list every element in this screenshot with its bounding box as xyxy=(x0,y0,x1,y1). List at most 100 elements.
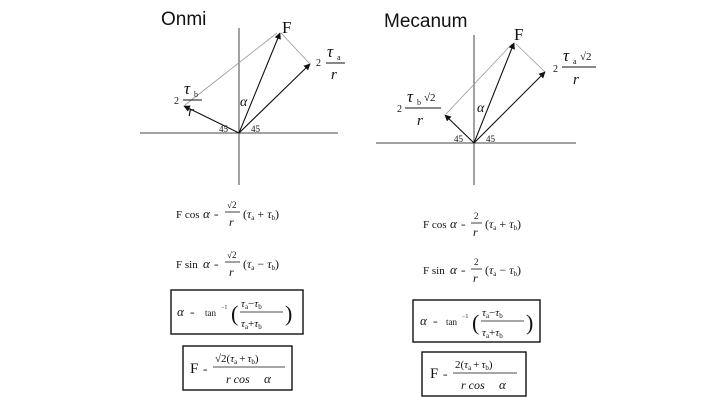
onmi-equation-force-box: F = √2(τa + τb) r cos α xyxy=(182,345,293,391)
svg-text:tan: tan xyxy=(205,308,216,318)
svg-text:a: a xyxy=(573,57,577,66)
svg-text:b: b xyxy=(194,90,198,99)
svg-text:2: 2 xyxy=(316,58,321,69)
onmi-vector-a-arrow xyxy=(238,63,311,134)
svg-text:): ) xyxy=(526,310,533,335)
svg-text:2: 2 xyxy=(474,211,479,221)
svg-text:(τa+τb): (τa + τb) xyxy=(243,207,279,222)
onmi-parallelogram-line-b xyxy=(280,32,311,65)
svg-text:−1: −1 xyxy=(221,305,227,311)
svg-text:α: α xyxy=(177,304,185,319)
svg-text:τ: τ xyxy=(563,46,570,65)
svg-text:=: = xyxy=(203,366,208,375)
mecanum-angle-left: 45 xyxy=(454,134,464,144)
onmi-force-label: F xyxy=(282,18,291,37)
onmi-vector-b-label: 2 τ b r xyxy=(174,79,202,120)
svg-text:r: r xyxy=(229,265,234,279)
mecanum-equation-sin: F sin α = 2 r (τa − τb) xyxy=(423,257,521,285)
svg-text:√2: √2 xyxy=(424,92,436,104)
svg-text:α: α xyxy=(450,216,458,231)
svg-text:F: F xyxy=(190,361,198,377)
svg-text:√2: √2 xyxy=(227,200,236,210)
svg-text:τ: τ xyxy=(184,79,191,98)
svg-text:=: = xyxy=(461,267,466,276)
mecanum-title: Mecanum xyxy=(384,11,467,32)
svg-text:=: = xyxy=(214,211,219,220)
svg-text:√2: √2 xyxy=(227,250,236,260)
onmi-angle-left: 45 xyxy=(219,124,229,134)
svg-text:(τa−τb): (τa − τb) xyxy=(243,257,279,272)
svg-text:√2(τa+τb): √2(τa + τb) xyxy=(215,353,259,366)
svg-text:tan: tan xyxy=(446,317,457,327)
svg-text:r: r xyxy=(473,225,478,239)
svg-text:r: r xyxy=(188,104,194,120)
svg-text:(τa−τb): (τa − τb) xyxy=(485,263,521,278)
svg-text:2: 2 xyxy=(474,257,479,267)
onmi-title: Onmi xyxy=(161,9,206,30)
svg-text:α: α xyxy=(203,256,211,271)
svg-text:=: = xyxy=(433,318,438,327)
svg-text:b: b xyxy=(417,98,421,107)
svg-text:=: = xyxy=(214,261,219,270)
svg-text:2: 2 xyxy=(553,64,558,75)
svg-text:τ: τ xyxy=(407,87,414,106)
svg-text:F sin: F sin xyxy=(176,259,198,271)
svg-text:r: r xyxy=(473,271,478,285)
svg-text:F cos: F cos xyxy=(423,219,447,231)
mecanum-force-label: F xyxy=(514,25,523,44)
svg-text:τa+τb: τa+τb xyxy=(241,318,262,331)
svg-text:=: = xyxy=(443,371,448,380)
onmi-parallelogram-line-a xyxy=(184,32,278,106)
svg-text:2(τa+τb): 2(τa + τb) xyxy=(455,359,493,372)
svg-text:−1: −1 xyxy=(462,314,468,320)
svg-text:α: α xyxy=(203,206,211,221)
mecanum-force-vector-arrow xyxy=(473,42,515,144)
svg-text:τa+τb: τa+τb xyxy=(482,327,503,340)
svg-text:2: 2 xyxy=(397,104,402,115)
svg-text:τa−τb: τa−τb xyxy=(241,298,262,311)
svg-text:a: a xyxy=(337,53,341,62)
onmi-equation-sin: F sin α = √2 r (τa − τb) xyxy=(176,250,279,279)
svg-text:α: α xyxy=(450,262,458,277)
mecanum-vector-b-label: 2 τ b √2 r xyxy=(397,87,441,129)
svg-text:r cos: r cos xyxy=(461,378,485,392)
mecanum-angle-right: 45 xyxy=(486,134,496,144)
svg-text:r: r xyxy=(229,215,234,229)
svg-text:r: r xyxy=(573,72,579,88)
svg-text:F sin: F sin xyxy=(423,265,445,277)
mecanum-vector-b-arrow xyxy=(444,114,475,144)
svg-text:α: α xyxy=(264,371,272,386)
svg-text:r cos: r cos xyxy=(226,372,250,386)
mecanum-equation-force-box: F = 2(τa + τb) r cos α xyxy=(421,351,527,397)
svg-text:r: r xyxy=(331,67,337,83)
onmi-equation-cos: F cos α = √2 r (τa + τb) xyxy=(176,200,279,229)
svg-text:F cos: F cos xyxy=(176,209,200,221)
svg-text:τ: τ xyxy=(327,42,334,61)
onmi-vector-b-arrow xyxy=(183,105,240,134)
svg-text:α: α xyxy=(420,313,428,328)
mecanum-alpha-label: α xyxy=(477,101,485,116)
onmi-equation-alpha-box: α = tan −1 ( τa−τb τa+τb ) xyxy=(170,289,304,335)
mecanum-vector-a-label: 2 τ a √2 r xyxy=(553,46,596,88)
onmi-vector-a-label: 2 τ a r xyxy=(316,42,345,83)
svg-text:=: = xyxy=(190,309,195,318)
onmi-alpha-label: α xyxy=(240,95,248,110)
mecanum-parallelogram-line-a xyxy=(445,43,513,115)
svg-text:=: = xyxy=(461,221,466,230)
svg-text:): ) xyxy=(285,301,292,326)
svg-text:τa−τb: τa−τb xyxy=(482,307,503,320)
svg-text:F: F xyxy=(430,366,438,382)
svg-text:r: r xyxy=(417,113,423,129)
mecanum-equation-alpha-box: α = tan −1 ( τa−τb τa+τb ) xyxy=(412,299,541,343)
svg-text:√2: √2 xyxy=(580,51,592,63)
mecanum-equation-cos: F cos α = 2 r (τa + τb) xyxy=(423,211,521,239)
svg-text:(: ( xyxy=(231,301,238,326)
onmi-angle-right: 45 xyxy=(251,124,261,134)
onmi-force-vector-arrow xyxy=(238,32,281,134)
svg-text:α: α xyxy=(499,377,507,392)
mecanum-vector-a-arrow xyxy=(473,71,546,144)
svg-text:2: 2 xyxy=(174,96,179,107)
svg-text:(: ( xyxy=(472,310,479,335)
